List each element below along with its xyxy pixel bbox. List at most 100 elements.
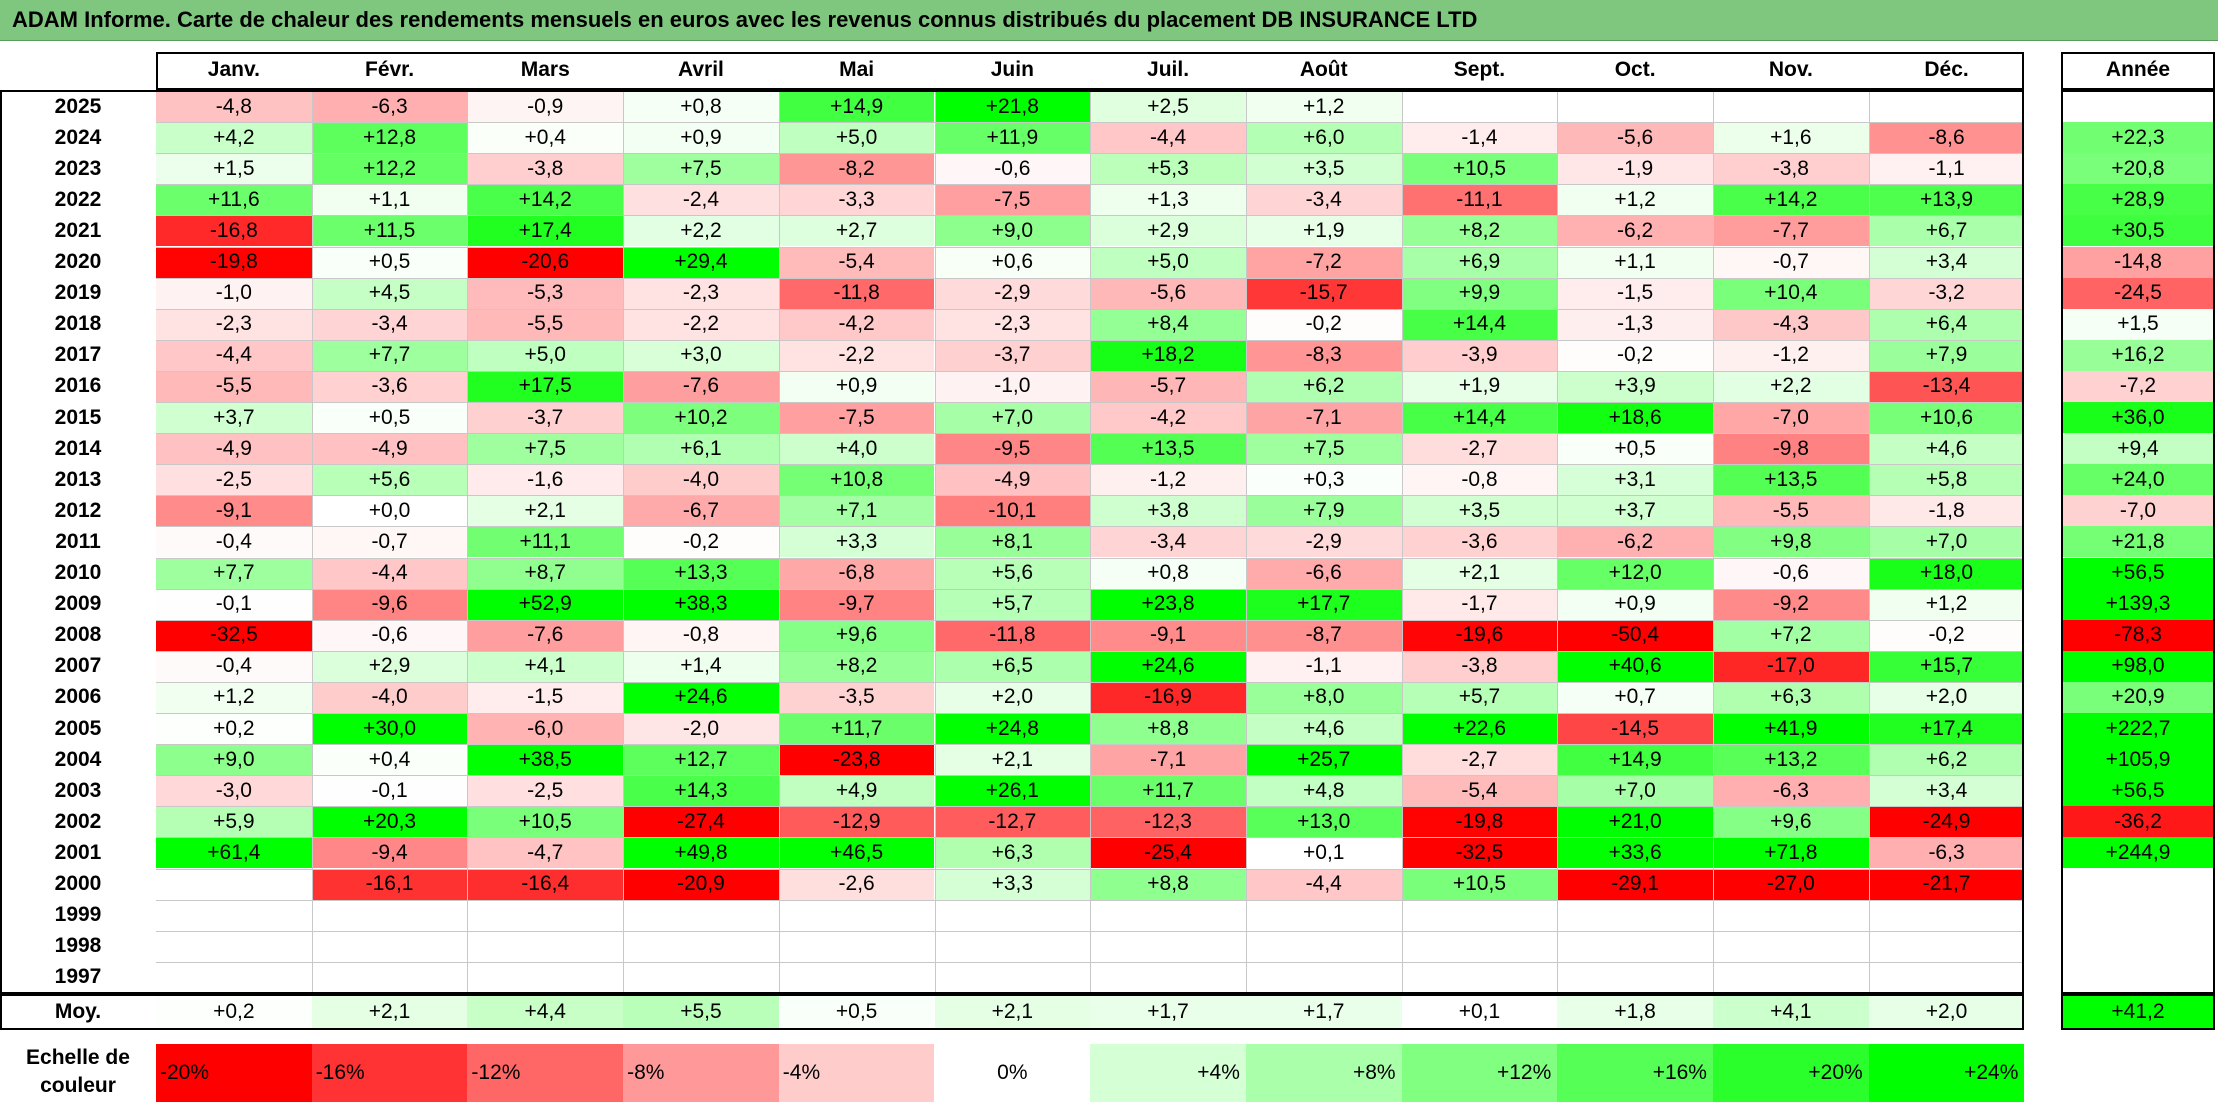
- heatmap-cell: -11,8: [778, 277, 935, 309]
- year-total-cell: +9,4: [2061, 433, 2215, 465]
- heatmap-cell: -8,6: [1868, 122, 2025, 154]
- heatmap-cell: +0,5: [311, 246, 468, 278]
- average-cell: +0,1: [1401, 996, 1558, 1028]
- row-label: 2015: [54, 405, 102, 429]
- heatmap-cell: +5,9: [156, 806, 312, 838]
- heatmap-cell: +17,7: [1245, 588, 1402, 620]
- heatmap-cell: +6,9: [1401, 246, 1558, 278]
- heatmap-cell: -17,0: [1713, 650, 1869, 682]
- color-scale-swatch: -20%: [156, 1044, 312, 1102]
- heatmap-cell: -5,6: [1557, 122, 1713, 154]
- heatmap-cell: +17,5: [467, 370, 624, 402]
- heatmap-cell: -8,7: [1245, 619, 1402, 651]
- gridline: [934, 91, 936, 993]
- heatmap-cell: +3,5: [1245, 153, 1402, 185]
- year-total-cell: [2061, 868, 2215, 900]
- heatmap-cell: +1,1: [1557, 246, 1713, 278]
- heatmap-cell: +2,0: [1868, 681, 2025, 713]
- average-cell: +5,5: [623, 996, 779, 1028]
- heatmap-cell: -4,9: [934, 464, 1091, 496]
- year-total-cell: +28,9: [2061, 184, 2215, 216]
- heatmap-cell: -4,9: [156, 433, 312, 465]
- heatmap-cell: -12,7: [934, 806, 1091, 838]
- color-scale-swatch: +4%: [1090, 1044, 1246, 1102]
- heatmap-cell: -8,2: [778, 153, 935, 185]
- column-header: Déc.: [1924, 58, 1969, 81]
- gridline: [1868, 91, 1870, 993]
- heatmap-cell: -5,3: [467, 277, 624, 309]
- year-total-cell: +222,7: [2061, 713, 2215, 745]
- heatmap-cell: -2,5: [467, 775, 624, 807]
- heatmap-cell: -1,2: [1713, 339, 1869, 371]
- column-header: Juil.: [1147, 58, 1190, 81]
- heatmap-cell: [1245, 899, 1402, 931]
- color-scale-swatch: +20%: [1713, 1044, 1869, 1102]
- heatmap-cell: +0,8: [1090, 557, 1246, 589]
- average-cell: +1,8: [1557, 996, 1713, 1028]
- heatmap-cell: -2,3: [623, 277, 779, 309]
- heatmap-cell: -5,7: [1090, 370, 1246, 402]
- heatmap-cell: -19,8: [156, 246, 312, 278]
- heatmap-cell: +12,2: [311, 153, 468, 185]
- color-scale-swatch: +16%: [1557, 1044, 1713, 1102]
- heatmap-cell: -6,0: [467, 713, 624, 745]
- row-label: 2007: [54, 654, 102, 678]
- heatmap-cell: -19,8: [1401, 806, 1558, 838]
- heatmap-cell: +1,2: [1868, 588, 2025, 620]
- heatmap-cell: -11,8: [934, 619, 1091, 651]
- heatmap-cell: -0,9: [467, 91, 624, 123]
- heatmap-cell: -2,4: [623, 184, 779, 216]
- row-label: 2018: [54, 312, 102, 336]
- heatmap-cell: [1090, 899, 1246, 931]
- heatmap-cell: -5,5: [467, 308, 624, 340]
- heatmap-cell: [311, 961, 468, 993]
- heatmap-cell: +4,0: [778, 433, 935, 465]
- heatmap-cell: +5,0: [467, 339, 624, 371]
- heatmap-cell: +9,6: [778, 619, 935, 651]
- heatmap-cell: [778, 899, 935, 931]
- year-total-cell: +56,5: [2061, 775, 2215, 807]
- heatmap-cell: +0,4: [311, 744, 468, 776]
- heatmap-cell: +11,5: [311, 215, 468, 247]
- heatmap-cell: +5,3: [1090, 153, 1246, 185]
- heatmap-cell: +14,3: [623, 775, 779, 807]
- heatmap-cell: -4,7: [467, 837, 624, 869]
- average-cell: +2,0: [1868, 996, 2025, 1028]
- heatmap-cell: -19,6: [1401, 619, 1558, 651]
- heatmap-cell: -4,4: [311, 557, 468, 589]
- heatmap-cell: -9,7: [778, 588, 935, 620]
- year-total-cell: +1,5: [2061, 308, 2215, 340]
- heatmap-cell: +0,7: [1557, 681, 1713, 713]
- year-total-cell: +21,8: [2061, 526, 2215, 558]
- year-total-cell: +16,2: [2061, 339, 2215, 371]
- row-label: 2011: [55, 529, 101, 553]
- heatmap-cell: -5,5: [156, 370, 312, 402]
- average-cell: +4,4: [467, 996, 624, 1028]
- heatmap-cell: [623, 961, 779, 993]
- column-header: Févr.: [365, 58, 415, 81]
- heatmap-cell: [1713, 961, 1869, 993]
- heatmap-cell: +9,0: [934, 215, 1091, 247]
- heatmap-cell: +7,9: [1245, 495, 1402, 527]
- heatmap-cell: -0,6: [934, 153, 1091, 185]
- heatmap-cell: -21,7: [1868, 868, 2025, 900]
- column-header: Avril: [677, 58, 724, 81]
- row-label: 1998: [54, 934, 102, 958]
- heatmap-cell: -6,3: [311, 91, 468, 123]
- row-label: 2016: [54, 374, 102, 398]
- year-total-cell: -7,2: [2061, 370, 2215, 402]
- heatmap-cell: +61,4: [156, 837, 312, 869]
- heatmap-cell: -9,4: [311, 837, 468, 869]
- year-total-cell: -24,5: [2061, 277, 2215, 309]
- heatmap-cell: +5,6: [934, 557, 1091, 589]
- heatmap-cell: -1,1: [1868, 153, 2025, 185]
- heatmap-cell: -0,1: [311, 775, 468, 807]
- column-header: Mai: [839, 58, 875, 81]
- heatmap-cell: -4,3: [1713, 308, 1869, 340]
- column-header: Mars: [520, 58, 570, 81]
- heatmap-cell: +3,3: [934, 868, 1091, 900]
- heatmap-cell: -12,3: [1090, 806, 1246, 838]
- heatmap-cell: -32,5: [1401, 837, 1558, 869]
- color-scale-swatch: -4%: [778, 1044, 935, 1102]
- heatmap-cell: [1868, 961, 2025, 993]
